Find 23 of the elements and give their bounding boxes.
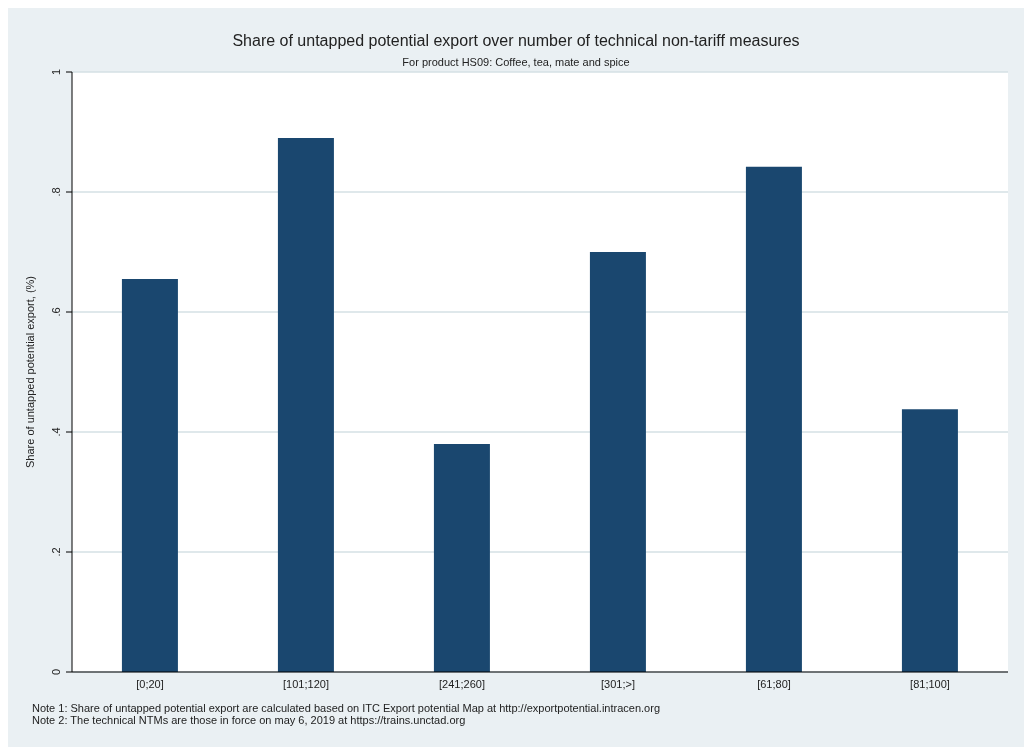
chart-title: Share of untapped potential export over number of technical non-tariff measures (231, 32, 801, 50)
x-tick-label: [101;120] (283, 677, 329, 690)
bar (589, 252, 646, 672)
x-tick-label: [0;20] (136, 677, 164, 690)
text: Note 2: The technical NTMs are those in force on may 6, 2019 at https://trains.unctad.org (32, 714, 467, 726)
y-axis-title: Share of untapped potential export, (%) (23, 275, 36, 469)
y-tick-label: .6 (50, 307, 62, 317)
bar (121, 279, 178, 672)
chart-subtitle: For product HS09: Coffee, tea, mate and spice (401, 56, 631, 68)
x-tick-label: [301;>] (601, 677, 635, 690)
bar (745, 166, 802, 672)
x-tick-label: [81;100] (910, 677, 950, 690)
y-tick-label: .4 (50, 427, 62, 437)
x-tick-label: [61;80] (757, 677, 791, 690)
y-tick-label: .8 (50, 187, 62, 197)
x-tick-label: [241;260] (439, 677, 485, 690)
bar (277, 138, 334, 672)
y-tick-label: .2 (50, 547, 62, 557)
text: Note 1: Share of untapped potential export are calculated based on ITC Export potential Map at http://exportpotential.intracen.org (32, 702, 661, 714)
y-tick-label: 0 (50, 668, 62, 676)
bar (433, 444, 490, 672)
y-tick-label: 1 (50, 68, 62, 76)
bar (901, 409, 958, 672)
